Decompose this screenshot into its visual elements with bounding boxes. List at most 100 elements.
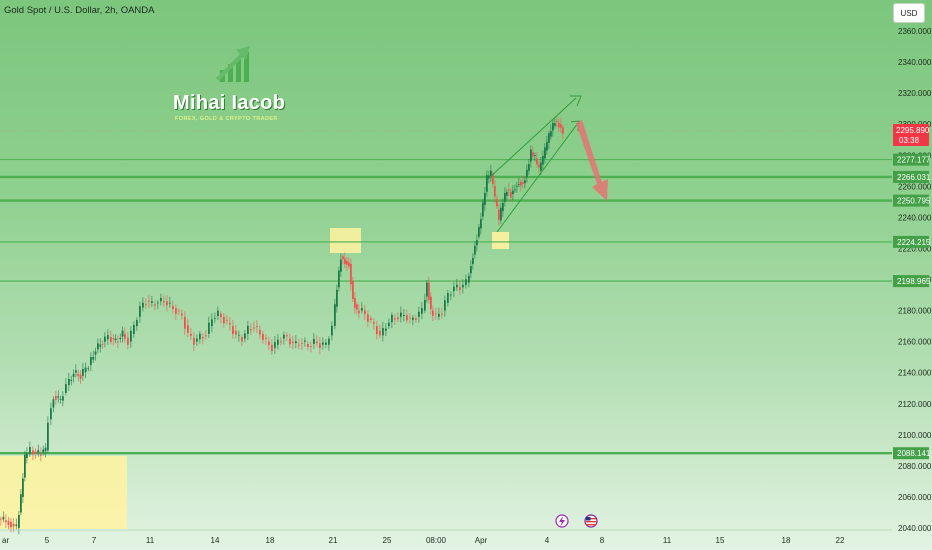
logo-tagline: FOREX, GOLD & CRYPTO TRADER [175,116,278,122]
candle-body [2,516,5,520]
candle-body [220,313,222,318]
candle-body [151,301,153,303]
level-badge [893,194,929,207]
candle-body [450,294,452,296]
candlestick-series [0,115,564,535]
candle-body [532,152,534,157]
candle-body [356,304,358,310]
candle-body [283,334,285,339]
price-tick-label: 2160.000 [898,338,932,347]
candle-body [18,514,20,528]
candle-body [124,333,126,339]
candle-body [238,334,240,336]
us-flag-icon[interactable] [584,514,598,528]
candle-body [65,384,67,393]
candle-body [313,338,315,344]
bearish-forecast-arrow[interactable] [576,120,608,201]
candle-body [530,149,532,162]
ascending-channel[interactable] [488,95,582,233]
candle-body [181,313,183,316]
candle-body [112,338,115,340]
candle-body [370,318,372,321]
candle-body [520,181,522,186]
price-tick-label: 2220.000 [898,244,932,253]
candle-body [72,373,75,377]
candle-body [5,520,7,522]
candle-body [456,284,458,288]
time-axis[interactable]: ar 5 7 11 14 18 21 25 08:00 Apr 4 8 11 15 18 22 [0,529,892,545]
current-price-countdown: 03:38 [899,136,920,145]
candle-body [518,183,520,185]
candle-body [350,263,352,285]
candle-body [244,333,246,339]
candle-body [94,351,97,355]
time-tick-label: 11 [146,536,155,545]
candle-body [544,147,546,159]
candle-body [502,202,504,212]
price-tick-label: 2120.000 [898,400,932,409]
candle-body [289,338,291,345]
candle-body [117,341,119,343]
candle-body [7,521,10,525]
support-resistance-levels [0,159,892,455]
candle-body [465,279,467,285]
candle-body [52,399,55,408]
candle-body [336,289,338,307]
candle-body [107,335,109,340]
channel-lower-line[interactable] [496,122,579,233]
candle-body [453,286,455,292]
candle-body [250,329,252,331]
level-badge [893,153,929,166]
lightning-icon[interactable] [555,514,569,528]
candle-body [514,189,516,191]
candle-body [26,453,28,459]
candle-body [202,336,204,339]
candle-body [256,326,258,327]
candle-body [262,333,264,340]
logo-name: Mihai Iacob [173,92,286,114]
level-badge-value: 2266.031 [897,173,931,182]
candle-body [59,399,62,400]
candle-body [342,256,344,260]
candle-body [560,124,562,128]
candle-body [512,190,514,195]
candle-body [277,339,279,345]
candle-body [79,374,82,379]
currency-button[interactable]: USD [893,3,925,23]
candle-body [558,122,560,128]
candle-body [298,344,300,346]
channel-upper-line[interactable] [488,97,577,179]
candle-body [554,123,556,126]
candle-body [482,202,484,217]
candle-body [516,186,518,187]
candle-body [352,281,354,299]
candle-body [217,310,219,316]
candle-body [367,314,369,322]
candle-body [274,342,276,348]
candle-body [358,310,360,314]
time-tick-label: 18 [266,536,275,545]
candle-body [441,313,443,315]
candle-body [22,478,24,497]
candle-body [432,310,434,316]
candle-body [110,336,112,342]
candle-body [37,450,40,453]
candle-body [205,335,207,337]
candle-body [247,325,249,334]
candle-body [400,312,402,317]
candle-body [394,318,396,320]
candle-body [376,326,378,335]
candle-body [40,453,42,456]
candle-body [24,454,26,478]
candle-body [538,164,540,168]
candle-body [133,324,135,334]
candle-body [428,282,430,300]
candle-body [211,319,213,327]
candle-body [280,341,282,343]
candle-body [361,308,363,311]
candle-body [488,175,490,179]
candle-body [403,315,405,316]
candle-body [68,378,70,386]
candle-body [344,258,346,265]
